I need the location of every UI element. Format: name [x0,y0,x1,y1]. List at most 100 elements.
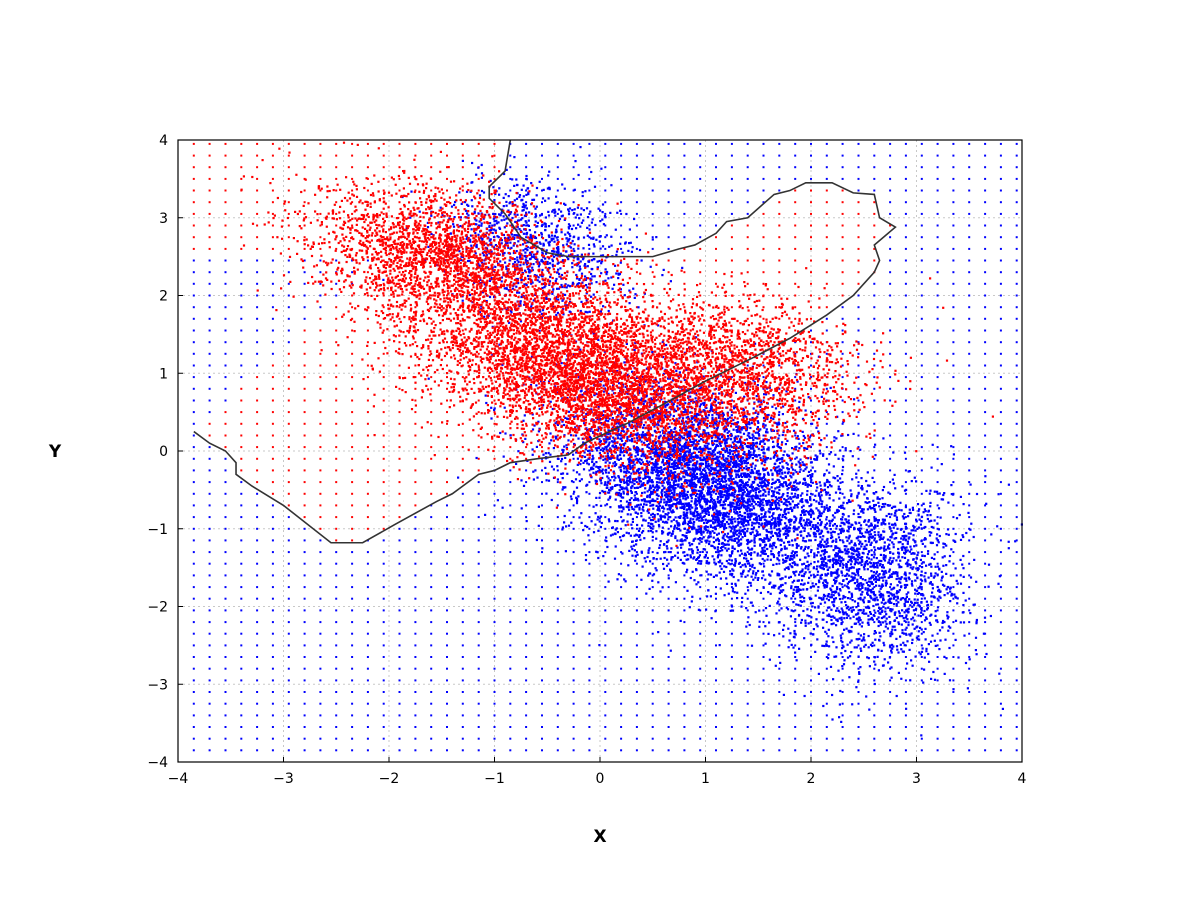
grid-point [1000,726,1002,728]
grid-point [873,411,875,413]
grid-point [668,225,670,227]
grid-point [810,143,812,145]
grid-point [541,749,543,751]
data-point [575,478,577,480]
grid-point [588,703,590,705]
grid-point [209,726,211,728]
grid-point [272,644,274,646]
grid-point [541,446,543,448]
grid-point [573,563,575,565]
grid-point [763,143,765,145]
grid-point [462,446,464,448]
grid-point [256,598,258,600]
grid-point [952,714,954,716]
grid-point [937,318,939,320]
grid-point [573,749,575,751]
grid-point [209,260,211,262]
data-point [659,590,661,592]
grid-point [889,236,891,238]
grid-point [209,469,211,471]
data-point [815,500,817,502]
grid-point [952,481,954,483]
data-point [786,440,788,442]
grid-point [557,749,559,751]
grid-point [858,225,860,227]
grid-point [557,469,559,471]
grid-point [478,481,480,483]
grid-point [256,248,258,250]
grid-point [968,621,970,623]
grid-point [367,435,369,437]
grid-point [873,435,875,437]
grid-point [225,166,227,168]
grid-point [351,738,353,740]
grid-point [873,446,875,448]
data-point [595,471,597,473]
grid-point [778,609,780,611]
grid-point [414,749,416,751]
grid-point [858,306,860,308]
grid-point [462,598,464,600]
grid-point [494,365,496,367]
grid-point [937,423,939,425]
grid-point [873,178,875,180]
grid-point [937,668,939,670]
grid-point [968,539,970,541]
grid-point [462,574,464,576]
grid-point [731,178,733,180]
grid-point [225,679,227,681]
grid-point [810,528,812,530]
grid-point [984,621,986,623]
grid-point [747,749,749,751]
grid-point [335,306,337,308]
data-point [760,524,762,526]
grid-point [873,458,875,460]
grid-point [905,260,907,262]
grid-point [1016,563,1018,565]
grid-point [225,668,227,670]
grid-point [304,143,306,145]
grid-point [858,330,860,332]
grid-point [620,155,622,157]
grid-point [889,283,891,285]
grid-point [652,586,654,588]
grid-point [826,714,828,716]
grid-point [335,574,337,576]
grid-point [319,703,321,705]
grid-point [842,225,844,227]
data-point [577,458,579,460]
grid-point [240,668,242,670]
data-point [828,463,830,465]
grid-point [588,679,590,681]
grid-point [604,726,606,728]
grid-point [683,190,685,192]
data-point [703,457,705,459]
grid-point [763,178,765,180]
grid-point [858,458,860,460]
data-point [799,459,801,461]
data-point [692,550,694,552]
grid-point [731,283,733,285]
grid-point [304,469,306,471]
data-point [734,512,736,514]
grid-point [921,435,923,437]
grid-point [399,621,401,623]
data-point [644,500,646,502]
grid-point [335,703,337,705]
grid-point [557,493,559,495]
grid-point [304,621,306,623]
grid-point [288,423,290,425]
grid-point [225,528,227,530]
grid-point [209,539,211,541]
data-point [627,513,629,515]
data-point [755,465,757,467]
data-point [640,579,642,581]
grid-point [557,621,559,623]
grid-point [414,411,416,413]
grid-point [288,236,290,238]
grid-point [588,248,590,250]
data-point [660,540,662,542]
grid-point [968,248,970,250]
grid-point [351,656,353,658]
grid-point [747,295,749,297]
